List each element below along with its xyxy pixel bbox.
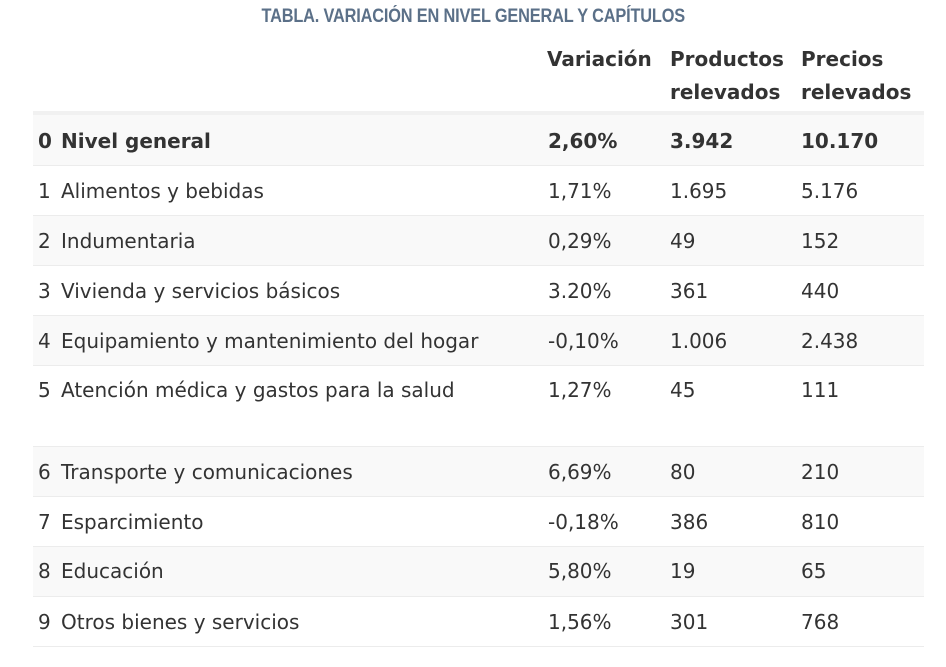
row-name: Indumentaria [61,229,196,253]
row-productos: 386 [670,510,709,534]
row-number: 4 [38,329,51,353]
row-name: Transporte y comunicaciones [61,460,353,484]
row-variacion: 1,56% [548,610,612,634]
row-precios: 10.170 [801,129,879,153]
row-name: Otros bienes y servicios [61,610,300,634]
row-number: 3 [38,279,51,303]
table-header: Variación Productos relevados Precios re… [33,43,924,111]
table-title-text: TABLA. VARIACIÓN EN NIVEL GENERAL Y CAPÍ… [261,6,685,27]
table-row: 1 Alimentos y bebidas 1,71% 1.695 5.176 [33,166,924,216]
row-number: 1 [38,179,51,203]
row-precios: 65 [801,559,827,583]
row-variacion: 3.20% [548,279,612,303]
header-productos-line2: relevados [670,80,781,104]
row-precios: 768 [801,610,840,634]
row-name: Equipamiento y mantenimiento del hogar [61,329,479,353]
row-precios: 2.438 [801,329,859,353]
row-variacion: 0,29% [548,229,612,253]
row-name: Alimentos y bebidas [61,179,264,203]
header-productos-line1: Productos [670,47,784,71]
row-precios: 152 [801,229,840,253]
header-divider [33,111,924,115]
table-body: 0 Nivel general 2,60% 3.942 10.170 1 Ali… [33,115,924,647]
row-variacion: 6,69% [548,460,612,484]
header-variacion: Variación [547,47,652,71]
row-variacion: 1,27% [548,378,612,402]
row-productos: 1.695 [670,179,728,203]
table-row: 6 Transporte y comunicaciones 6,69% 80 2… [33,447,924,497]
row-productos: 301 [670,610,709,634]
row-productos: 361 [670,279,709,303]
row-name: Nivel general [61,129,211,153]
row-productos: 80 [670,460,696,484]
row-productos: 1.006 [670,329,728,353]
table-row: 9 Otros bienes y servicios 1,56% 301 768 [33,597,924,647]
table-row: 2 Indumentaria 0,29% 49 152 [33,216,924,266]
row-name: Educación [61,559,164,583]
row-variacion: 2,60% [548,129,618,153]
row-precios: 111 [801,378,840,402]
row-productos: 49 [670,229,696,253]
table-row: 3 Vivienda y servicios básicos 3.20% 361… [33,266,924,316]
row-variacion: -0,18% [548,510,619,534]
row-productos: 19 [670,559,696,583]
row-variacion: 1,71% [548,179,612,203]
table-row: 7 Esparcimiento -0,18% 386 810 [33,497,924,547]
row-precios: 210 [801,460,840,484]
row-variacion: -0,10% [548,329,619,353]
table-title: TABLA. VARIACIÓN EN NIVEL GENERAL Y CAPÍ… [0,6,946,28]
row-number: 0 [38,129,52,153]
row-number: 2 [38,229,51,253]
table-row: 0 Nivel general 2,60% 3.942 10.170 [33,115,924,166]
table-row: 5 Atención médica y gastos para la salud… [33,366,924,447]
row-productos: 45 [670,378,696,402]
row-number: 7 [38,510,51,534]
row-number: 8 [38,559,51,583]
row-number: 9 [38,610,51,634]
row-precios: 440 [801,279,840,303]
row-name: Vivienda y servicios básicos [61,279,341,303]
header-precios-line2: relevados [801,80,912,104]
row-name: Atención médica y gastos para la salud [61,378,455,402]
row-precios: 810 [801,510,840,534]
row-productos: 3.942 [670,129,734,153]
table-row: 8 Educación 5,80% 19 65 [33,547,924,597]
table-row: 4 Equipamiento y mantenimiento del hogar… [33,316,924,366]
header-precios-line1: Precios [801,47,884,71]
row-name: Esparcimiento [61,510,204,534]
row-number: 5 [38,378,51,402]
row-precios: 5.176 [801,179,859,203]
row-number: 6 [38,460,51,484]
row-variacion: 5,80% [548,559,612,583]
